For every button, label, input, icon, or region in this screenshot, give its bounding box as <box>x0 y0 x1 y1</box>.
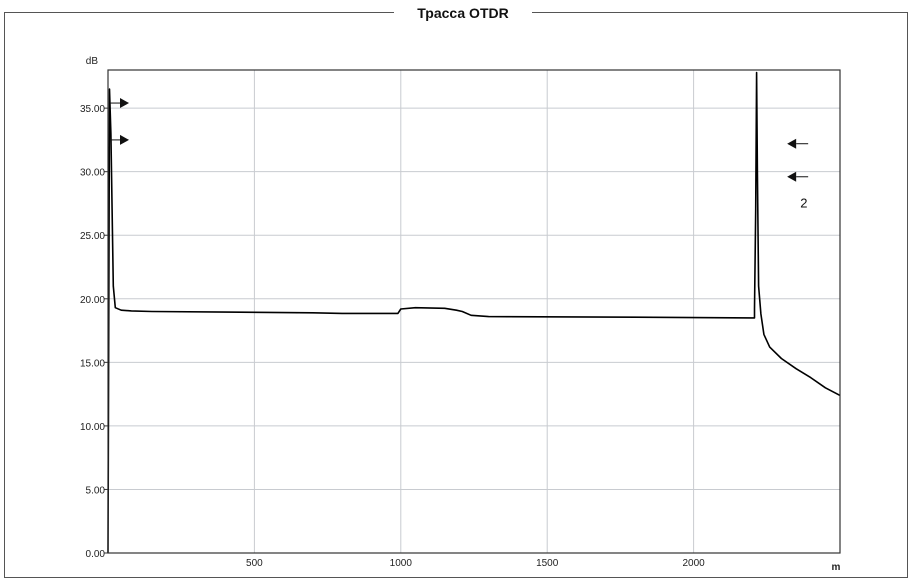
y-axis-label: dB <box>86 56 99 67</box>
cursor-marker-arrow-left <box>787 138 797 149</box>
otdr-trace-line <box>107 71 841 554</box>
x-axis-label: m <box>832 562 841 573</box>
y-tick-label: 20.00 <box>80 295 105 306</box>
x-tick-label: 1000 <box>390 558 413 569</box>
marker-number-label: 2 <box>800 195 807 210</box>
y-tick-label: 25.00 <box>80 231 105 242</box>
y-tick-label: 35.00 <box>80 104 105 115</box>
x-tick-label: 2000 <box>682 558 705 569</box>
otdr-trace-chart: 500 1000 1500 2000 0.00 5.00 10.00 15.00 20.00 25… <box>80 56 841 573</box>
x-tick-label: 500 <box>246 558 263 569</box>
markers: 2 <box>110 98 809 210</box>
panel-title-backdrop <box>394 3 532 23</box>
x-tick-label: 1500 <box>536 558 559 569</box>
axes: 500 1000 1500 2000 0.00 5.00 10.00 15.00 20.00 25… <box>80 56 841 573</box>
cursor-marker-arrow-right <box>120 98 129 109</box>
y-tick-label: 15.00 <box>80 358 105 369</box>
plot-frame <box>107 69 841 554</box>
y-tick-label: 0.00 <box>86 549 106 560</box>
y-tick-label: 5.00 <box>86 485 106 496</box>
cursor-marker-arrow-left <box>787 171 797 182</box>
grid <box>108 70 840 553</box>
y-tick-label: 30.00 <box>80 168 105 179</box>
y-tick-label: 10.00 <box>80 422 105 433</box>
panel-title: Трасса OTDR <box>417 5 508 21</box>
trace <box>107 71 841 554</box>
cursor-marker-arrow-right <box>120 134 129 145</box>
